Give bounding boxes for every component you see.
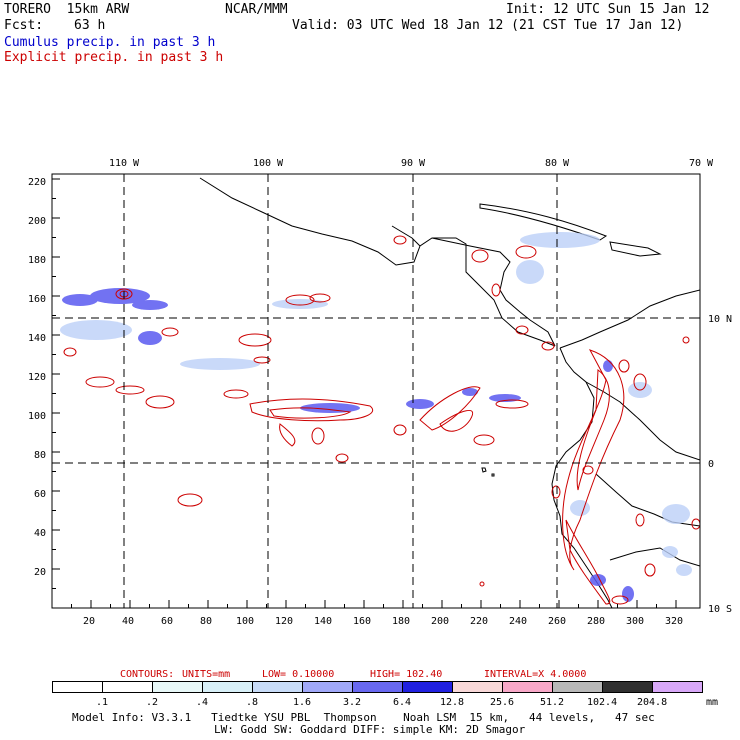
explicit-precip-contours [63, 235, 700, 605]
y-tick-label: 100 [28, 411, 46, 422]
lat-label-10s: 10 S [708, 604, 732, 615]
colorbar-label: 25.6 [490, 697, 515, 708]
model-info: Model Info: V3.3.1 Tiedtke YSU PBL Thomp… [72, 711, 655, 724]
y-tick-label: 120 [28, 372, 46, 383]
x-tick-label: 100 [236, 616, 254, 627]
cumulus-precip-areas [62, 288, 634, 602]
south-america-west-coast [551, 347, 613, 608]
explicit-legend: Explicit precip. in past 3 h [4, 50, 224, 65]
colorbar-label: 204.8 [637, 697, 668, 708]
colorbar-swatch [202, 681, 253, 693]
x-tick-label: 120 [275, 616, 293, 627]
model-name: TORERO 15km ARW [4, 2, 130, 17]
x-tick-label: 300 [626, 616, 644, 627]
x-tick-label: 220 [470, 616, 488, 627]
contours-high: HIGH= 102.40 [370, 669, 442, 680]
x-tick-label: 200 [431, 616, 449, 627]
map-frame [51, 173, 701, 609]
valid-time: Valid: 03 UTC Wed 18 Jan 12 (21 CST Tue … [292, 18, 684, 33]
yucatan-coast [391, 225, 421, 247]
colorbar-label: .8 [246, 697, 259, 708]
cumulus-legend: Cumulus precip. in past 3 h [4, 35, 216, 50]
lat-lon-grid [52, 174, 700, 608]
colorbar-swatch [652, 681, 703, 693]
y-tick-label: 180 [28, 255, 46, 266]
lat-label-10n: 10 N [708, 314, 732, 325]
lon-label-90w: 90 W [401, 158, 426, 169]
colorbar-label: 3.2 [343, 697, 362, 708]
south-america-coast [559, 289, 700, 349]
colorbar-swatch [352, 681, 403, 693]
colorbar-label: .2 [146, 697, 159, 708]
y-tick-label: 140 [28, 333, 46, 344]
colorbar-swatch [102, 681, 153, 693]
colorbar-label: 12.8 [440, 697, 465, 708]
y-tick-label: 60 [34, 489, 46, 500]
colorbar-label: 1.6 [293, 697, 312, 708]
contours-units: UNITS=mm [182, 669, 230, 680]
caribbean-coast [431, 237, 556, 347]
colorbar-label: 102.4 [587, 697, 618, 708]
colorbar-swatch [252, 681, 303, 693]
colorbar-swatch [402, 681, 453, 693]
init-time: Init: 12 UTC Sun 15 Jan 12 [506, 2, 710, 17]
colorbar-swatch [502, 681, 553, 693]
lon-label-80w: 80 W [545, 158, 570, 169]
x-tick-label: 260 [548, 616, 566, 627]
y-tick-label: 20 [34, 567, 46, 578]
y-tick-label: 40 [34, 528, 46, 539]
light-precip-areas [60, 232, 692, 576]
colorbar-swatch [52, 681, 103, 693]
x-tick-label: 20 [83, 616, 95, 627]
x-tick-label: 160 [353, 616, 371, 627]
forecast-label: Fcst: [4, 18, 44, 33]
colorbar-label: 6.4 [393, 697, 412, 708]
colorbar-swatch [602, 681, 653, 693]
x-tick-label: 180 [392, 616, 410, 627]
colorbar-label: .4 [196, 697, 209, 708]
contours-label: CONTOURS: [120, 669, 174, 680]
bolivia-border [609, 547, 700, 567]
colorbar-swatch [452, 681, 503, 693]
x-tick-label: 280 [587, 616, 605, 627]
lon-label-70w: 70 W [689, 158, 714, 169]
colorbar-swatch [552, 681, 603, 693]
colorbar-label: .1 [96, 697, 109, 708]
y-tick-label: 80 [34, 450, 46, 461]
x-tick-label: 320 [665, 616, 683, 627]
galapagos [481, 467, 495, 477]
forecast-hour: 63 h [74, 18, 106, 33]
colorbar-swatch [152, 681, 203, 693]
y-tick-label: 200 [28, 216, 46, 227]
lon-label-110w: 110 W [109, 158, 140, 169]
hispaniola-outline [609, 241, 662, 257]
lon-label-100w: 100 W [253, 158, 284, 169]
model-physics: LW: Godd SW: Goddard DIFF: simple KM: 2D… [214, 723, 526, 736]
y-tick-label: 160 [28, 294, 46, 305]
colorbar-swatch [302, 681, 353, 693]
colorbar-unit: mm [706, 697, 719, 708]
x-tick-label: 40 [122, 616, 134, 627]
andes-border [585, 381, 700, 461]
contours-interval: INTERVAL=X 4.0000 [484, 669, 586, 680]
organization: NCAR/MMM [225, 2, 288, 17]
colorbar-label: 51.2 [540, 697, 565, 708]
contours-low: LOW= 0.10000 [262, 669, 334, 680]
lat-label-0: 0 [708, 459, 714, 470]
mexico-coastline [199, 177, 556, 347]
x-tick-label: 240 [509, 616, 527, 627]
x-tick-label: 80 [200, 616, 212, 627]
x-tick-label: 60 [161, 616, 173, 627]
x-tick-label: 140 [314, 616, 332, 627]
y-tick-label: 220 [28, 177, 46, 188]
